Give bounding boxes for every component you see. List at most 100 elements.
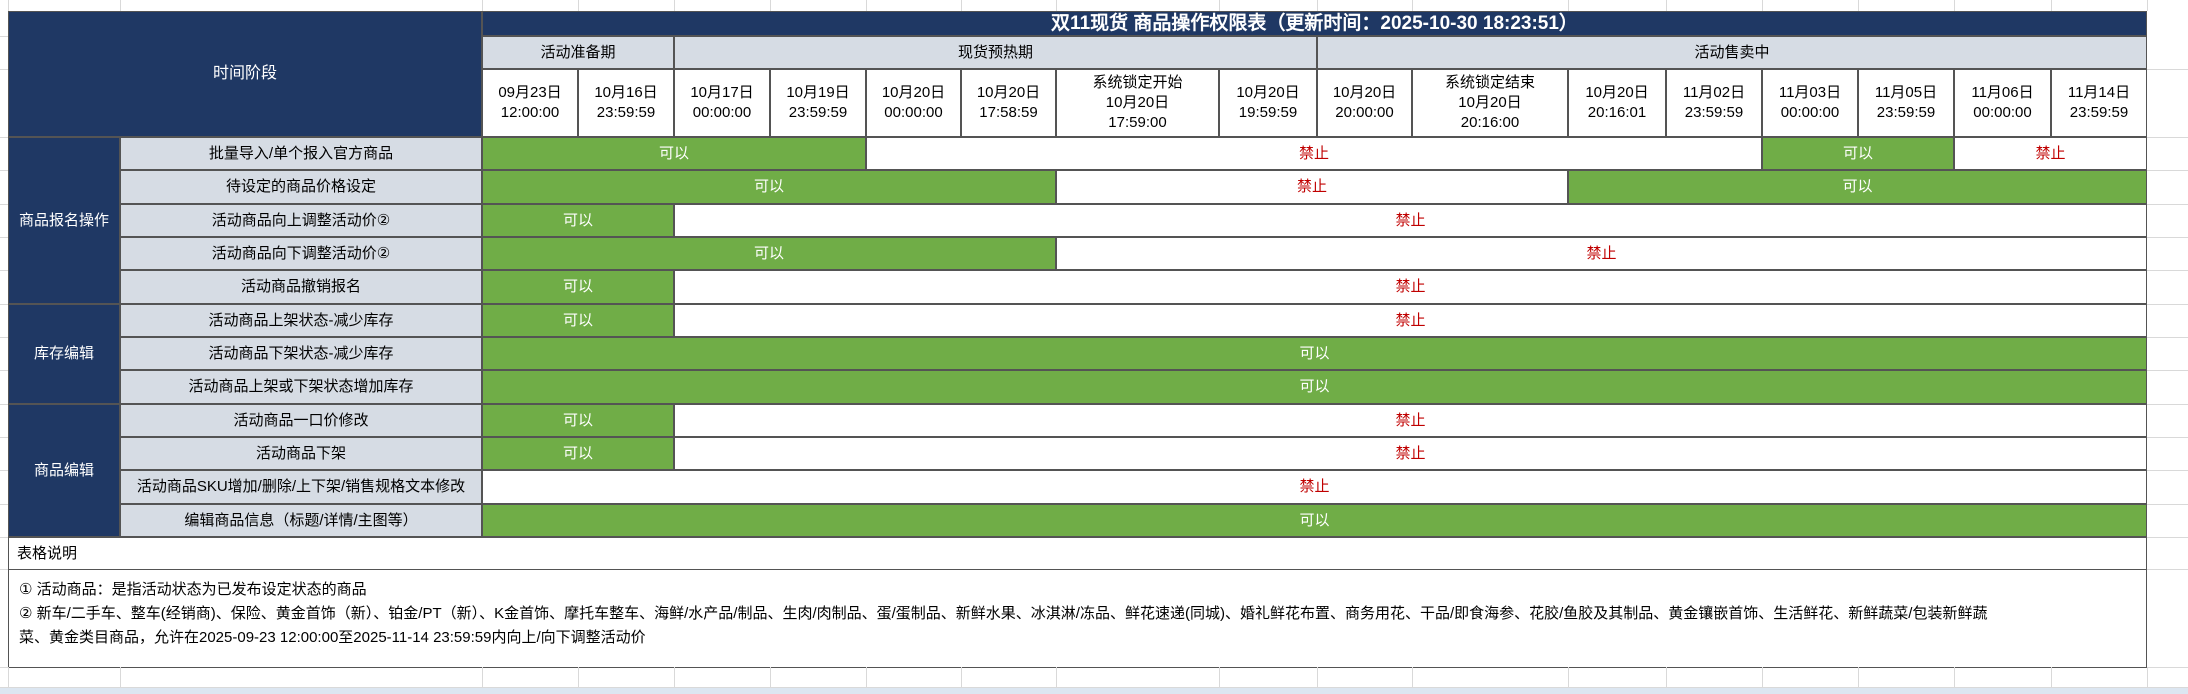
group-cell[interactable]: 商品报名操作 xyxy=(8,137,120,304)
gridline xyxy=(1317,0,1318,11)
gridline xyxy=(0,504,8,505)
gridline xyxy=(2147,537,2188,538)
row-label-cell[interactable]: 活动商品向上调整活动价② xyxy=(120,204,482,237)
gridline xyxy=(1762,667,1763,687)
row-label-cell[interactable]: 待设定的商品价格设定 xyxy=(120,170,482,204)
permission-cell-forbid[interactable]: 禁止 xyxy=(674,270,2147,304)
gridline xyxy=(2147,137,2188,138)
time-column-header[interactable]: 11月05日 23:59:59 xyxy=(1858,69,1954,137)
row-label-cell[interactable]: 活动商品SKU增加/删除/上下架/销售规格文本修改 xyxy=(120,470,482,504)
row-label-cell[interactable]: 活动商品撤销报名 xyxy=(120,270,482,304)
permission-cell-allow[interactable]: 可以 xyxy=(482,304,674,337)
row-label-cell[interactable]: 活动商品下架状态-减少库存 xyxy=(120,337,482,370)
gridline xyxy=(0,337,8,338)
time-column-header[interactable]: 11月03日 00:00:00 xyxy=(1762,69,1858,137)
time-column-header[interactable]: 11月02日 23:59:59 xyxy=(1666,69,1762,137)
permission-cell-allow[interactable]: 可以 xyxy=(1568,170,2147,204)
gridline xyxy=(0,36,8,37)
time-column-header[interactable]: 10月20日 20:00:00 xyxy=(1317,69,1412,137)
gridline xyxy=(578,667,579,687)
time-column-header[interactable]: 10月16日 23:59:59 xyxy=(578,69,674,137)
gridline xyxy=(0,370,8,371)
time-column-header[interactable]: 10月20日 19:59:59 xyxy=(1219,69,1317,137)
gridline xyxy=(1858,667,1859,687)
permission-cell-allow[interactable]: 可以 xyxy=(482,404,674,437)
permission-cell-allow[interactable]: 可以 xyxy=(482,237,1056,270)
gridline xyxy=(0,237,8,238)
gridline xyxy=(0,204,8,205)
time-column-header[interactable]: 系统锁定结束 10月20日 20:16:00 xyxy=(1412,69,1568,137)
time-column-header[interactable]: 10月17日 00:00:00 xyxy=(674,69,770,137)
permission-cell-allow[interactable]: 可以 xyxy=(482,204,674,237)
gridline xyxy=(0,437,8,438)
gridline xyxy=(674,0,675,11)
permission-cell-forbid[interactable]: 禁止 xyxy=(1056,237,2147,270)
gridline xyxy=(1056,667,1057,687)
permission-cell-forbid[interactable]: 禁止 xyxy=(674,404,2147,437)
gridline xyxy=(1412,667,1413,687)
gridline xyxy=(1858,0,1859,11)
time-column-header[interactable]: 10月20日 17:58:59 xyxy=(961,69,1056,137)
permission-cell-forbid[interactable]: 禁止 xyxy=(674,304,2147,337)
permission-cell-allow[interactable]: 可以 xyxy=(482,504,2147,537)
permission-cell-forbid[interactable]: 禁止 xyxy=(482,470,2147,504)
row-label-cell[interactable]: 批量导入/单个报入官方商品 xyxy=(120,137,482,170)
notes-section-title[interactable]: 表格说明 xyxy=(8,537,2147,570)
gridline xyxy=(1056,0,1057,11)
gridline xyxy=(866,667,867,687)
permission-cell-allow[interactable]: 可以 xyxy=(1762,137,1954,170)
permission-cell-allow[interactable]: 可以 xyxy=(482,437,674,470)
row-label-cell[interactable]: 活动商品向下调整活动价② xyxy=(120,237,482,270)
gridline xyxy=(2147,470,2188,471)
table-title[interactable]: 双11现货 商品操作权限表（更新时间：2025-10-30 18:23:51） xyxy=(482,11,2147,36)
gridline xyxy=(2147,237,2188,238)
group-cell[interactable]: 商品编辑 xyxy=(8,404,120,537)
group-cell[interactable]: 库存编辑 xyxy=(8,304,120,404)
permission-cell-forbid[interactable]: 禁止 xyxy=(674,204,2147,237)
time-column-header[interactable]: 系统锁定开始 10月20日 17:59:00 xyxy=(1056,69,1219,137)
gridline xyxy=(2147,437,2188,438)
gridline xyxy=(866,0,867,11)
gridline xyxy=(120,0,121,11)
gridline xyxy=(0,687,2188,688)
time-column-header[interactable]: 10月20日 20:16:01 xyxy=(1568,69,1666,137)
gridline xyxy=(0,137,8,138)
gridline xyxy=(2147,304,2188,305)
gridline xyxy=(0,404,8,405)
row-label-cell[interactable]: 活动商品上架或下架状态增加库存 xyxy=(120,370,482,404)
permission-cell-allow[interactable]: 可以 xyxy=(482,170,1056,204)
phase-header-cell[interactable]: 活动准备期 xyxy=(482,36,674,69)
phase-header-cell[interactable]: 活动售卖中 xyxy=(1317,36,2147,69)
phase-header-cell[interactable]: 现货预热期 xyxy=(674,36,1317,69)
notes-cell[interactable]: ① 活动商品：是指活动状态为已发布设定状态的商品 ② 新车/二手车、整车(经销商… xyxy=(8,569,2147,668)
permission-cell-forbid[interactable]: 禁止 xyxy=(866,137,1762,170)
time-column-header[interactable]: 11月14日 23:59:59 xyxy=(2051,69,2147,137)
time-column-header[interactable]: 09月23日 12:00:00 xyxy=(482,69,578,137)
gridline xyxy=(1666,0,1667,11)
time-column-header[interactable]: 10月19日 23:59:59 xyxy=(770,69,866,137)
row-label-cell[interactable]: 活动商品下架 xyxy=(120,437,482,470)
gridline xyxy=(1317,667,1318,687)
gridline xyxy=(1412,0,1413,11)
permission-cell-forbid[interactable]: 禁止 xyxy=(1954,137,2147,170)
row-label-cell[interactable]: 编辑商品信息（标题/详情/主图等） xyxy=(120,504,482,537)
time-column-header[interactable]: 11月06日 00:00:00 xyxy=(1954,69,2051,137)
gridline xyxy=(0,569,8,570)
time-column-header[interactable]: 10月20日 00:00:00 xyxy=(866,69,961,137)
row-label-cell[interactable]: 活动商品上架状态-减少库存 xyxy=(120,304,482,337)
gridline xyxy=(1954,0,1955,11)
gridline xyxy=(674,667,675,687)
permission-cell-forbid[interactable]: 禁止 xyxy=(674,437,2147,470)
corner-cell-time-phase[interactable]: 时间阶段 xyxy=(8,11,482,137)
gridline xyxy=(2147,504,2188,505)
gridline xyxy=(770,0,771,11)
permission-cell-allow[interactable]: 可以 xyxy=(482,137,866,170)
permission-cell-forbid[interactable]: 禁止 xyxy=(1056,170,1568,204)
row-label-cell[interactable]: 活动商品一口价修改 xyxy=(120,404,482,437)
permission-cell-allow[interactable]: 可以 xyxy=(482,370,2147,404)
permission-cell-allow[interactable]: 可以 xyxy=(482,337,2147,370)
permission-cell-allow[interactable]: 可以 xyxy=(482,270,674,304)
gridline xyxy=(2147,667,2188,668)
gridline xyxy=(1762,0,1763,11)
